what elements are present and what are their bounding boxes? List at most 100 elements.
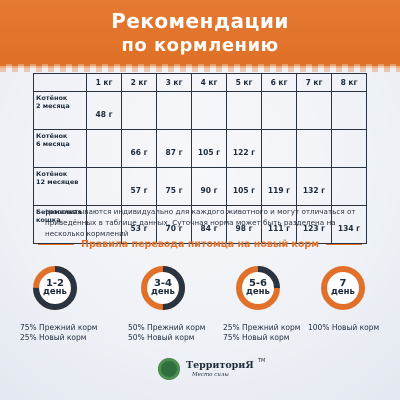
row-label: Котёнок 12 месяцев [33,167,87,206]
table-header-cell: 6 кг [261,73,297,92]
step-days: 7 день [320,279,366,297]
table-row: Беременная кошка 53 г 70 г 84 г 98 г 111 … [33,205,367,244]
table-cell: 70 г [156,205,192,244]
table-cell: 123 г [296,205,332,244]
table-header-cell [33,73,87,92]
table-cell [156,91,192,130]
table-cell [261,91,297,130]
table-cell [331,167,367,206]
row-label-line1: Котёнок [36,170,68,178]
header-banner: Рекомендации по кормлению [0,0,400,72]
step-days: 5-6 день [235,279,281,297]
table-cell: 84 г [191,205,227,244]
step-description: 75% Прежний корм 25% Новый корм [20,323,130,343]
table-cell [226,91,262,130]
table-cell [261,129,297,168]
table-cell: 87 г [156,129,192,168]
table-cell: 134 г [331,205,367,244]
footnote: *рассчитываются индивидуально для каждог… [45,207,356,238]
feeding-table: 1 кг 2 кг 3 кг 4 кг 5 кг 6 кг 7 кг 8 кг … [33,73,367,244]
row-label-line1: Котёнок [36,94,68,102]
old-food-arc [236,266,280,310]
ring-background [321,266,365,310]
table-header-cell: 3 кг [156,73,192,92]
table-cell [121,91,157,130]
table-cell: 75 г [156,167,192,206]
row-label: Котёнок 6 месяца [33,129,87,168]
table-cell: 111 г [261,205,297,244]
step-days: 1-2 день [32,279,78,297]
table-row: Котёнок 2 месяца 48 г [33,91,367,130]
step-line1: 100% Новый корм [308,323,380,332]
page-title: Рекомендации [111,9,289,33]
table-row: Котёнок 12 месяцев 57 г 75 г 90 г 105 г 1… [33,167,367,206]
table-cell: 57 г [121,167,157,206]
ring-background [141,266,185,310]
table-header-cell: 8 кг [331,73,367,92]
ratio-ring [236,266,280,310]
ratio-ring [141,266,185,310]
table-header-cell: 5 кг [226,73,262,92]
row-label-line2: 12 месяцев [36,178,79,186]
step-days-unit: день [43,287,67,297]
table-header-row: 1 кг 2 кг 3 кг 4 кг 5 кг 6 кг 7 кг 8 кг [33,73,367,92]
new-food-arc [321,266,365,310]
step-line2: 50% Новый корм [128,333,195,342]
table-cell: 66 г [121,129,157,168]
brand-logo: ТерриториЯ TM Место силы [158,356,268,386]
row-label-line1: Котёнок [36,132,68,140]
trademark: TM [258,358,266,364]
table-cell [86,129,122,168]
table-header-cell: 1 кг [86,73,122,92]
row-label-line1: Беременная [36,208,82,216]
step-days-range: 5-6 [248,278,268,289]
transition-step-2: 3-4 день 50% Прежний корм 50% Новый корм [128,265,220,342]
ring-background [236,266,280,310]
table-cell: 48 г [86,91,122,130]
brand-slogan: Место силы [192,372,229,378]
step-line1: 25% Прежний корм [223,323,301,332]
step-days-unit: день [246,287,270,297]
row-label: Котёнок 2 месяца [33,91,87,130]
step-days: 3-4 день [140,279,186,297]
table-cell: 105 г [191,129,227,168]
tree-icon [158,358,180,380]
step-line1: 75% Прежний корм [20,323,98,332]
table-cell [331,91,367,130]
table-header-cell: 2 кг [121,73,157,92]
step-days-range: 7 [339,278,347,289]
step-line2: 25% Новый корм [20,333,87,342]
transition-step-3: 5-6 день 25% Прежний корм 75% Новый корм [223,265,315,342]
table-header-cell: 7 кг [296,73,332,92]
table-cell: 98 г [226,205,262,244]
row-label-line2: кошка [36,216,61,224]
ratio-ring [321,266,365,310]
row-label-line2: 6 месяца [36,140,70,148]
table-cell: 122 г [226,129,262,168]
row-label-line2: 2 месяца [36,102,70,110]
step-line1: 50% Прежний корм [128,323,206,332]
row-label: Беременная кошка [33,205,87,244]
brand-name: ТерриториЯ [186,360,254,371]
step-days-unit: день [331,287,355,297]
table-row: Котёнок 6 месяца 66 г 87 г 105 г 122 г [33,129,367,168]
ring-background [33,266,77,310]
old-food-arc [141,266,185,310]
table-cell [331,129,367,168]
step-days-unit: день [151,287,175,297]
step-days-range: 1-2 [45,278,65,289]
table-cell: 105 г [226,167,262,206]
transition-step-4: 7 день 100% Новый корм [308,265,400,332]
table-cell: 90 г [191,167,227,206]
table-header-cell: 4 кг [191,73,227,92]
table-cell [86,167,122,206]
old-food-arc [33,266,77,310]
step-description: 100% Новый корм [308,323,400,333]
step-days-range: 3-4 [153,278,173,289]
step-description: 25% Прежний корм 75% Новый корм [223,323,333,343]
table-cell: 119 г [261,167,297,206]
page-subtitle: по кормлению [121,35,279,56]
step-description: 50% Прежний корм 50% Новый корм [128,323,238,343]
table-cell [296,129,332,168]
table-cell: 132 г [296,167,332,206]
